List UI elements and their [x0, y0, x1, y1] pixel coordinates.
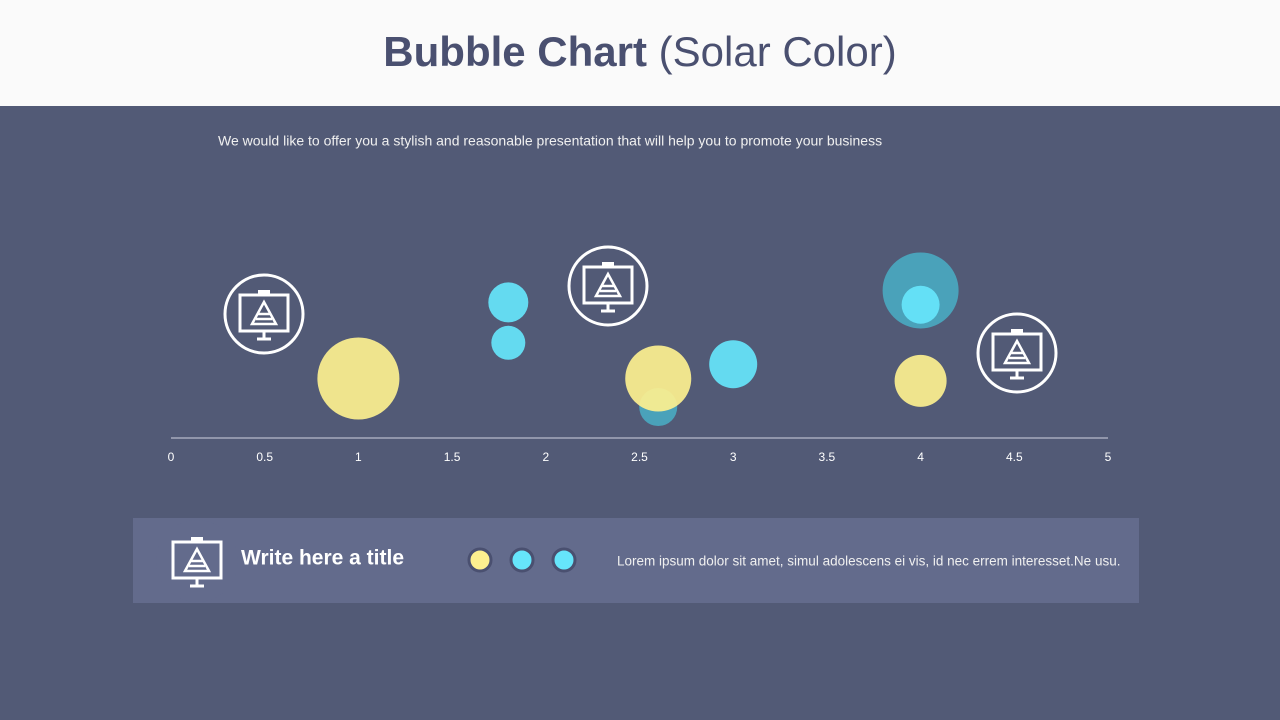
panel	[133, 518, 1139, 603]
x-tick-label: 3	[730, 450, 737, 464]
plot	[317, 252, 959, 427]
bubble	[894, 354, 947, 407]
bubble	[709, 340, 758, 389]
header-band	[0, 0, 1280, 106]
bubble	[491, 325, 526, 360]
x-tick-label: 2	[542, 450, 549, 464]
x-tick-label: 2.5	[631, 450, 648, 464]
x-tick-label: 4	[917, 450, 924, 464]
bubble	[488, 282, 529, 323]
panel-dot	[551, 547, 577, 573]
title-bold: Bubble Chart	[383, 28, 647, 75]
panel-dot	[467, 547, 493, 573]
title-rest: (Solar Color)	[659, 28, 897, 75]
x-tick-label: 0.5	[256, 450, 273, 464]
panel-title: Write here a title	[241, 547, 404, 570]
bubble	[317, 337, 400, 420]
bubble	[901, 285, 940, 324]
x-tick-label: 1.5	[444, 450, 461, 464]
panel-icon-board	[171, 537, 223, 588]
x-tick-label: 5	[1105, 450, 1112, 464]
x-tick-label: 0	[168, 450, 175, 464]
subtitle: We would like to offer you a stylish and…	[218, 133, 882, 149]
x-tick-label: 1	[355, 450, 362, 464]
bubble	[625, 345, 692, 412]
x-tick-label: 3.5	[819, 450, 836, 464]
panel-text: Lorem ipsum dolor sit amet, simul adoles…	[617, 554, 1120, 569]
panel-dot	[509, 547, 535, 573]
x-tick-label: 4.5	[1006, 450, 1023, 464]
title: Bubble Chart (Solar Color)	[383, 28, 896, 75]
